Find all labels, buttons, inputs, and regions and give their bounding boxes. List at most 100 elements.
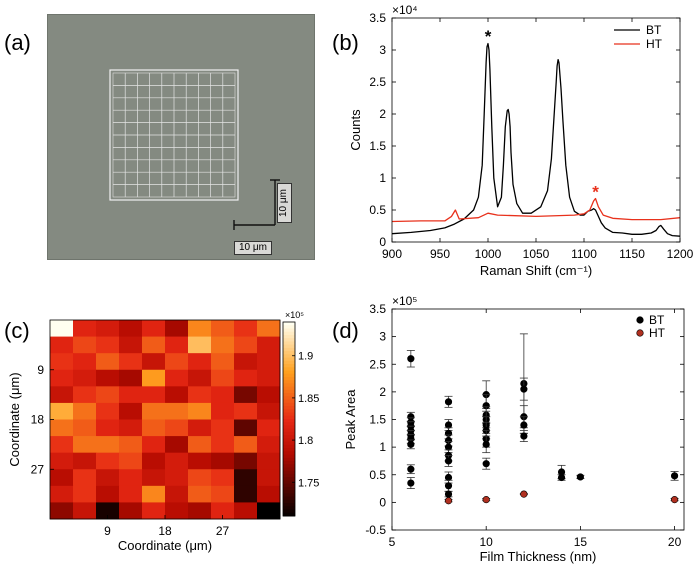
heatmap-cell bbox=[50, 402, 74, 420]
heatmap-cell bbox=[73, 336, 97, 354]
y-axis-label: Peak Area bbox=[343, 389, 358, 450]
colorbar-segment bbox=[283, 496, 295, 501]
heatmap-cell bbox=[211, 320, 235, 337]
heatmap-cell bbox=[142, 353, 166, 371]
colorbar-segment bbox=[283, 419, 295, 423]
legend-label-BT: BT bbox=[649, 313, 665, 327]
heatmap-cell bbox=[165, 419, 189, 437]
heatmap-cell bbox=[165, 452, 189, 470]
data-point-BT bbox=[444, 398, 453, 406]
heatmap-cell bbox=[142, 485, 166, 503]
heatmap-cell bbox=[211, 386, 235, 404]
heatmap-chart: 9 18 27 9 18 27 Coordinate (μm) Coordinate (μm)… bbox=[7, 310, 319, 553]
colorbar-segment bbox=[283, 380, 295, 384]
scale-bar-horizontal-label: 10 μm bbox=[234, 241, 272, 255]
y-tick-label: 3.5 bbox=[369, 302, 386, 316]
heatmap-cell bbox=[257, 336, 281, 354]
colorbar-tick-label: 1.75 bbox=[298, 477, 319, 489]
colorbar-segment bbox=[283, 406, 295, 410]
y-tick-label: 9 bbox=[37, 363, 44, 377]
colorbar-segment bbox=[283, 509, 295, 514]
heatmap-cell bbox=[211, 353, 235, 371]
heatmap-cell bbox=[188, 485, 212, 503]
heatmap-cell bbox=[50, 436, 74, 454]
heatmap-cell bbox=[234, 502, 258, 520]
colorbar-segment bbox=[283, 325, 295, 329]
x-axis-label: Raman Shift (cm⁻¹) bbox=[480, 263, 592, 278]
colorbar-segment bbox=[283, 483, 295, 488]
heatmap-cell bbox=[73, 369, 97, 387]
y-tick-label: 3 bbox=[379, 43, 386, 57]
plot-frame bbox=[391, 308, 685, 531]
colorbar-segment bbox=[283, 490, 295, 494]
x-tick-label: 15 bbox=[574, 535, 588, 549]
y-tick-label: 2.5 bbox=[369, 357, 386, 371]
y-tick-label: 1 bbox=[379, 440, 386, 454]
panel-label-c: (c) bbox=[4, 318, 30, 343]
colorbar-tick-label: 1.85 bbox=[298, 393, 319, 405]
heatmap-cell bbox=[257, 469, 281, 487]
data-point-BT bbox=[444, 482, 453, 490]
colorbar-segment bbox=[283, 389, 295, 394]
colorbar-segment bbox=[283, 331, 295, 336]
heatmap-cell bbox=[119, 419, 143, 437]
data-point-HT bbox=[520, 490, 528, 498]
heatmap-cell bbox=[234, 369, 258, 387]
heatmap-cell bbox=[188, 419, 212, 437]
heatmap-cell bbox=[50, 452, 74, 470]
colorbar-segment bbox=[283, 322, 295, 326]
heatmap-cell bbox=[165, 436, 189, 454]
heatmap-cell bbox=[165, 336, 189, 354]
data-point-BT bbox=[444, 457, 453, 465]
heatmap-cell bbox=[73, 436, 97, 454]
peak-marker: * bbox=[485, 27, 492, 46]
x-tick-label: 1000 bbox=[475, 247, 502, 261]
heatmap-cell bbox=[188, 436, 212, 454]
x-tick-label: 5 bbox=[389, 535, 396, 549]
heatmap-cell bbox=[50, 353, 74, 371]
heatmap-cell bbox=[211, 452, 235, 470]
x-tick-label: 20 bbox=[668, 535, 682, 549]
data-point-BT bbox=[670, 472, 679, 480]
x-tick-label: 18 bbox=[158, 524, 172, 538]
panel-label-a: (a) bbox=[4, 30, 31, 55]
heatmap-cell bbox=[165, 502, 189, 520]
heatmap-cell bbox=[165, 386, 189, 404]
heatmap-cell bbox=[119, 369, 143, 387]
heatmap-cell bbox=[188, 336, 212, 354]
heatmap-cell bbox=[96, 369, 120, 387]
y-tick-label: 1.5 bbox=[369, 139, 386, 153]
colorbar-tick-label: 1.9 bbox=[298, 351, 313, 363]
heatmap-cell bbox=[119, 452, 143, 470]
heatmap-cell bbox=[96, 336, 120, 354]
heatmap-cell bbox=[234, 320, 258, 337]
heatmap-cell bbox=[96, 402, 120, 420]
x-tick-label: 950 bbox=[430, 247, 450, 261]
colorbar-segment bbox=[283, 376, 295, 381]
y-axis-label: Counts bbox=[348, 109, 363, 151]
colorbar-segment bbox=[283, 464, 295, 468]
y-multiplier: ×10⁴ bbox=[392, 3, 418, 17]
colorbar-segment bbox=[283, 422, 295, 426]
data-point-BT bbox=[407, 465, 415, 473]
heatmap-cell bbox=[234, 336, 258, 354]
heatmap-cell bbox=[96, 436, 120, 454]
y-tick-label: 0.5 bbox=[369, 468, 386, 482]
data-point-BT bbox=[407, 479, 415, 487]
heatmap-cell bbox=[257, 369, 281, 387]
colorbar-segment bbox=[283, 367, 295, 371]
y-tick-label: 27 bbox=[31, 462, 45, 476]
legend-label-BT: BT bbox=[646, 23, 662, 37]
data-point-HT bbox=[482, 496, 490, 504]
y-tick-label: 0 bbox=[379, 235, 386, 249]
colorbar-segment bbox=[283, 457, 295, 462]
x-tick-label: 900 bbox=[382, 247, 402, 261]
heatmap-cell bbox=[142, 386, 166, 404]
y-tick-label: 2 bbox=[379, 385, 386, 399]
heatmap-cell bbox=[50, 320, 74, 337]
colorbar-segment bbox=[283, 512, 295, 517]
x-axis-label: Film Thickness (nm) bbox=[480, 549, 597, 564]
heatmap-cell bbox=[50, 386, 74, 404]
heatmap-cell bbox=[119, 469, 143, 487]
colorbar-segment bbox=[283, 396, 295, 401]
